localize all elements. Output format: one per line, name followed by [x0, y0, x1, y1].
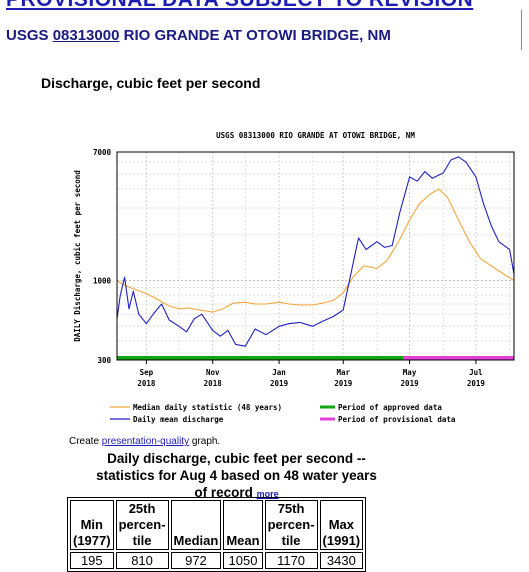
provisional-period-bar	[403, 356, 514, 360]
statistics-table: Min (1977) 25th percen-tile Median Mean 75…	[67, 497, 367, 572]
stats-title-line1: Daily discharge, cubic feet per second -…	[107, 451, 366, 466]
x-tick-label: May	[403, 368, 417, 377]
value-25th: 810	[115, 552, 169, 569]
x-tick-label: Sep	[140, 368, 154, 377]
legend-median-label: Median daily statistic (48 years)	[133, 403, 282, 412]
x-tick-label: 2019	[467, 379, 486, 388]
y-tick-label: 300	[97, 356, 111, 365]
x-tick-label: 2019	[270, 379, 289, 388]
x-tick-label: Mar	[336, 368, 350, 377]
x-tick-label: 2019	[401, 379, 420, 388]
station-title: USGS 08313000 RIO GRANDE AT OTOWI BRIDGE…	[6, 27, 391, 44]
divider	[521, 10, 522, 50]
header-mean: Mean	[223, 500, 263, 550]
discharge-chart: USGS 08313000 RIO GRANDE AT OTOWI BRIDGE…	[73, 131, 515, 424]
x-tick-label: 2018	[137, 379, 156, 388]
header-25th: 25th percen-tile	[115, 500, 169, 550]
value-mean: 1050	[223, 552, 263, 569]
stats-header-row: Min (1977) 25th percen-tile Median Mean 75…	[70, 500, 364, 550]
y-axis-label: DAILY Discharge, cubic feet per second	[73, 170, 82, 342]
create-suffix: graph.	[191, 436, 221, 447]
value-min: 195	[70, 552, 114, 569]
stats-title-line2: statistics for Aug 4 based on 48 water y…	[96, 468, 377, 483]
provisional-banner[interactable]: PROVISIONAL DATA SUBJECT TO REVISION	[6, 0, 473, 12]
x-tick-label: Jan	[272, 368, 286, 377]
value-median: 972	[170, 552, 222, 569]
legend-approved-label: Period of approved data	[338, 403, 442, 412]
plot-frame	[116, 151, 515, 361]
y-tick-label: 1000	[93, 276, 112, 285]
station-site-link[interactable]: 08313000	[52, 27, 120, 44]
x-tick-label: 2018	[204, 379, 223, 388]
presentation-quality-link[interactable]: presentation-quality	[101, 436, 190, 447]
stats-value-row: 195 810 972 1050 1170 3430	[70, 552, 364, 569]
x-tick-label: 2019	[334, 379, 353, 388]
header-75th: 75th percen-tile	[264, 500, 318, 550]
y-tick-label: 7000	[93, 148, 112, 157]
approved-period-bar	[117, 356, 404, 360]
parameter-heading: Discharge, cubic feet per second	[41, 75, 261, 91]
chart-title: USGS 08313000 RIO GRANDE AT OTOWI BRIDGE…	[216, 131, 415, 140]
header-max: Max (1991)	[319, 500, 364, 550]
stats-title: Daily discharge, cubic feet per second -…	[69, 450, 404, 503]
x-tick-label: Jul	[469, 368, 483, 377]
more-link[interactable]: more	[256, 489, 279, 499]
plot-area	[117, 152, 514, 360]
header-min: Min (1977)	[70, 500, 114, 550]
legend-daily-label: Daily mean discharge	[133, 415, 224, 424]
value-max: 3430	[319, 552, 364, 569]
station-agency: USGS	[6, 27, 49, 44]
legend-provisional-label: Period of provisional data	[338, 415, 456, 424]
value-75th: 1170	[264, 552, 318, 569]
x-tick-label: Nov	[206, 368, 220, 377]
create-graph-line: Create presentation-quality graph.	[69, 436, 220, 447]
create-prefix: Create	[69, 436, 100, 447]
median-series-line	[116, 188, 515, 313]
header-median: Median	[170, 500, 222, 550]
station-name: RIO GRANDE AT OTOWI BRIDGE, NM	[123, 27, 391, 44]
daily-mean-series-line	[116, 156, 515, 347]
stats-title-line3: of record	[194, 485, 253, 500]
